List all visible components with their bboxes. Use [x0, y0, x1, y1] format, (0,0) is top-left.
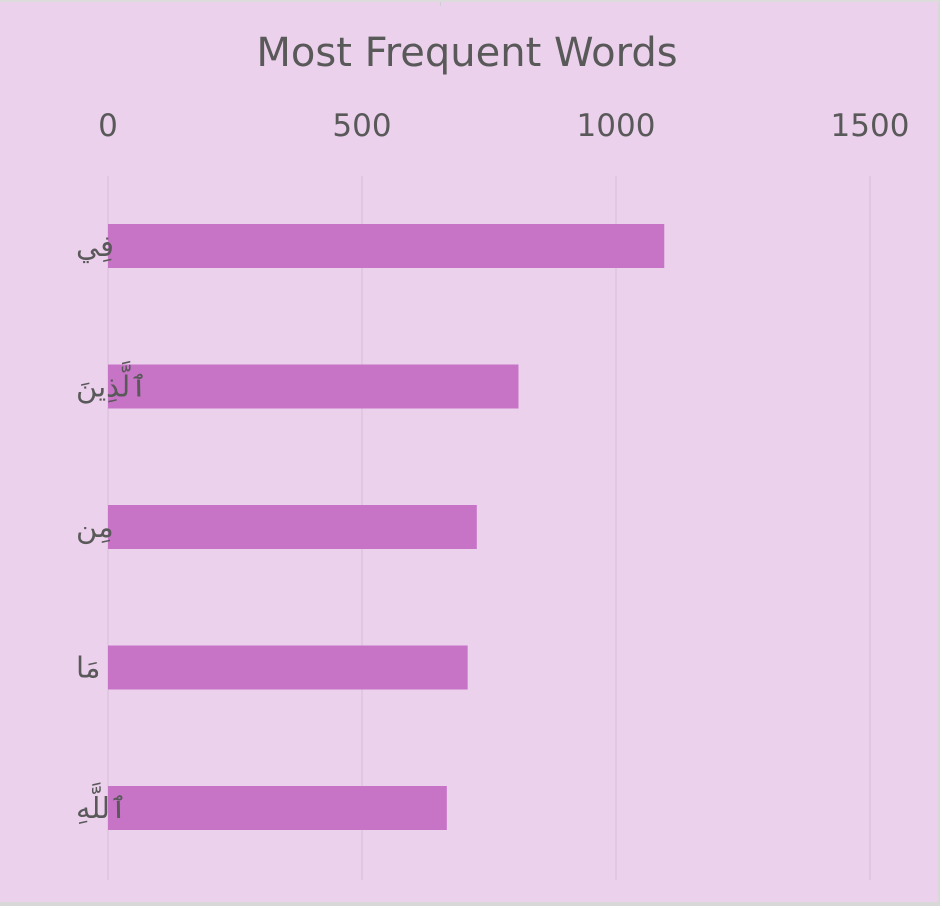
x-tick-label: 1000 [577, 108, 656, 144]
category-label: مَا [76, 651, 100, 685]
bar [108, 786, 447, 830]
x-tick-label: 500 [332, 108, 391, 144]
category-label: فِي [76, 229, 114, 264]
x-tick-label: 0 [98, 108, 118, 144]
x-tick-labels: 0 500 1000 1500 [98, 108, 909, 144]
bar [108, 505, 477, 549]
bars [108, 224, 664, 830]
bar [108, 224, 664, 268]
category-label: مِن [76, 510, 114, 544]
bar [108, 365, 518, 409]
x-tick-label: 1500 [831, 108, 910, 144]
bar [108, 646, 468, 690]
